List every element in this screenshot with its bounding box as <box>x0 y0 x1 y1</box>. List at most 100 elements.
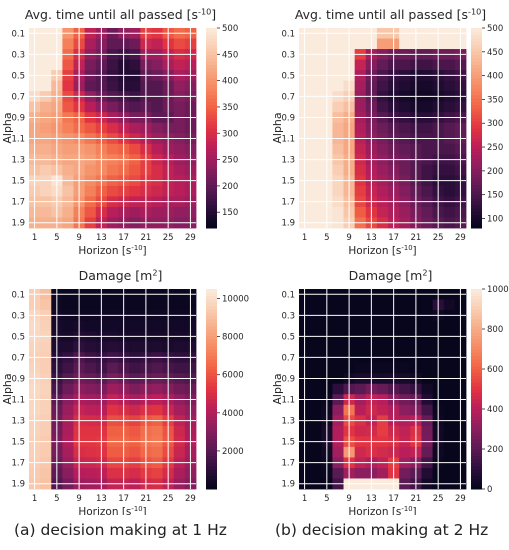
heatmap-cell <box>421 425 433 437</box>
colorbar-segment <box>471 138 482 142</box>
y-tick-label: 1.3 <box>281 156 295 166</box>
heatmap-cell <box>173 80 186 92</box>
heatmap-cell <box>40 59 52 71</box>
colorbar-segment <box>471 104 482 109</box>
colorbar-segment <box>206 429 217 433</box>
heatmap-cell <box>106 206 119 218</box>
colorbar-segment <box>206 198 217 202</box>
heatmap-cell <box>376 446 389 458</box>
y-tick-label: 0.3 <box>11 50 25 60</box>
colorbar-segment <box>471 51 482 56</box>
heatmap-cell <box>443 446 456 458</box>
heatmap-cell <box>354 425 367 437</box>
colorbar-segment <box>206 111 217 116</box>
heatmap-cell <box>332 80 344 92</box>
heatmap-cell <box>376 101 389 113</box>
colorbar-segment <box>471 168 482 172</box>
heatmap-cell <box>310 446 322 458</box>
colorbar-segment <box>206 48 217 52</box>
colorbar-segment <box>206 54 217 59</box>
colorbar-segment <box>206 221 217 226</box>
heatmap-cell <box>354 38 367 50</box>
colorbar-segment <box>471 134 482 139</box>
heatmap-cell <box>129 122 141 134</box>
x-tick-label: 1 <box>32 494 37 504</box>
colorbar-segment <box>206 171 217 176</box>
heatmap-cell <box>332 320 344 332</box>
heatmap-cell <box>443 425 456 437</box>
colorbar-segment <box>471 141 482 146</box>
colorbar-segment <box>471 34 482 39</box>
heatmap-cell <box>310 341 322 353</box>
colorbar-segment <box>206 455 217 460</box>
heatmap-cell <box>40 341 52 353</box>
colorbar-segment <box>206 475 217 480</box>
y-tick-label: 0.9 <box>11 113 25 123</box>
colorbar-segment <box>206 124 217 129</box>
heatmap-cell <box>443 341 456 353</box>
colorbar-segment <box>206 322 217 327</box>
heatmap-cell <box>421 143 433 155</box>
heatmap-cell <box>421 299 433 311</box>
colorbar-segment <box>206 71 217 76</box>
heatmap-cell <box>376 80 389 92</box>
heatmap-cell <box>151 299 163 311</box>
colorbar-segment <box>206 154 217 159</box>
heatmap-cell <box>421 122 433 134</box>
colorbar-segment <box>206 315 217 320</box>
y-tick-label: 0.5 <box>281 332 295 342</box>
colorbar-segment <box>471 305 482 310</box>
colorbar-tick-label: 8000 <box>222 333 244 343</box>
heatmap-cell <box>151 383 163 395</box>
y-tick-label: 0.5 <box>11 71 25 81</box>
heatmap-cell <box>376 164 389 176</box>
colorbar-segment <box>471 188 482 192</box>
x-tick-label: 1 <box>32 233 37 243</box>
chart-title: Damage [m2] <box>79 267 163 283</box>
heatmap-cell <box>310 206 322 218</box>
heatmap-cell <box>399 185 411 197</box>
colorbar-segment <box>206 465 217 470</box>
colorbar-segment <box>471 482 482 487</box>
colorbar-segment <box>206 302 217 307</box>
heatmap-cell <box>151 404 163 416</box>
colorbar-segment <box>206 34 217 39</box>
heatmap-cell <box>151 122 163 134</box>
colorbar-segment <box>206 305 217 310</box>
heatmap-cell <box>421 383 433 395</box>
colorbar-segment <box>206 392 217 397</box>
heatmap-cell <box>310 59 322 71</box>
colorbar-segment <box>471 292 482 297</box>
colorbar-tick-label: 2000 <box>222 447 244 457</box>
colorbar-segment <box>471 469 482 473</box>
colorbar-segment <box>471 28 482 32</box>
chart-title-sup: -10 <box>198 6 211 16</box>
heatmap-cell <box>399 59 411 71</box>
heatmap-cell <box>129 425 141 437</box>
y-tick-label: 0.9 <box>281 113 295 123</box>
colorbar-segment <box>206 355 217 360</box>
colorbar-segment <box>206 31 217 36</box>
y-axis-label: Alpha <box>271 373 284 404</box>
x-tick-label: 25 <box>163 233 174 243</box>
colorbar-tick-label: 1000 <box>487 285 509 295</box>
heatmap-cell <box>129 320 141 332</box>
colorbar-segment <box>471 375 482 380</box>
colorbar-segment <box>206 382 217 387</box>
colorbar-segment <box>471 208 482 212</box>
heatmap-cell <box>40 467 52 479</box>
y-tick-label: 0.5 <box>281 71 295 81</box>
colorbar-segment <box>471 178 482 182</box>
heatmap-cell <box>310 101 322 113</box>
heatmap-cell <box>421 467 433 479</box>
colorbar-segment <box>206 335 217 340</box>
colorbar-tick-label: 10000 <box>222 295 249 305</box>
y-tick-label: 0.9 <box>281 374 295 384</box>
chart-title: Avg. time until all passed [s-10] <box>295 6 486 22</box>
heatmap-cell <box>399 101 411 113</box>
heatmap-cell <box>62 185 74 197</box>
colorbar-segment <box>206 479 217 483</box>
heatmap-cell <box>399 320 411 332</box>
heatmap-cell <box>443 38 456 50</box>
heatmap-cell <box>376 59 389 71</box>
